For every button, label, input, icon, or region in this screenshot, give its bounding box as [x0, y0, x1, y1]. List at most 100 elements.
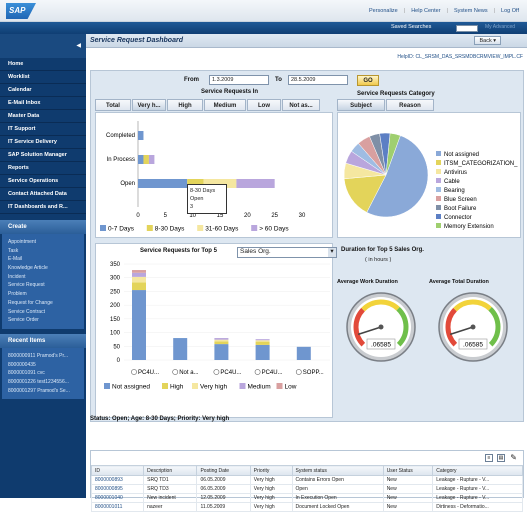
bar-segment[interactable] — [132, 276, 146, 283]
nav-item[interactable]: Home — [0, 58, 86, 71]
pie-slice[interactable] — [366, 135, 429, 218]
column-header[interactable]: User Status — [382, 465, 434, 476]
bar-segment[interactable] — [296, 346, 311, 360]
category-radio[interactable] — [213, 369, 220, 375]
recent-item[interactable]: 8000000911 Pramod's Pr... — [8, 352, 69, 359]
nav-item[interactable]: IT Support — [0, 123, 86, 136]
selection-status: Status: Open; Age: 8-30 Days; Priority: … — [90, 416, 230, 422]
bar-segment[interactable] — [187, 179, 204, 188]
bar-segment[interactable] — [132, 270, 146, 273]
saved-searches-select[interactable] — [456, 25, 478, 32]
category-radio[interactable] — [295, 369, 302, 375]
create-link[interactable]: E-Mail — [8, 256, 23, 263]
tab-requests-in[interactable]: Medium — [204, 99, 246, 111]
bar-segment[interactable] — [173, 338, 188, 360]
create-link[interactable]: Service Contract — [8, 308, 45, 315]
category-radio[interactable] — [172, 369, 179, 375]
request-id-link[interactable]: 8000001011 — [90, 502, 145, 512]
category-radio[interactable] — [254, 369, 261, 375]
bar-segment[interactable] — [132, 290, 146, 360]
bar-segment[interactable] — [138, 155, 144, 164]
nav-item[interactable]: Reports — [0, 162, 86, 175]
nav-item[interactable]: Master Data — [0, 110, 86, 123]
create-link[interactable]: Incident — [8, 273, 26, 280]
bar-segment[interactable] — [143, 155, 149, 164]
column-header[interactable]: Category — [432, 465, 523, 476]
column-header[interactable]: System status — [291, 465, 384, 476]
bar-segment[interactable] — [255, 340, 270, 342]
tab-requests-in[interactable]: Total — [95, 99, 131, 111]
request-id-link[interactable]: 8000001040 — [90, 493, 145, 503]
column-header[interactable]: Posting Date — [196, 465, 251, 476]
nav-item[interactable]: Contact Attached Data — [0, 188, 86, 201]
bar-segment[interactable] — [214, 339, 229, 342]
category-radio[interactable] — [131, 369, 137, 375]
tab-category[interactable]: Subject — [337, 99, 385, 111]
bar-segment[interactable] — [132, 282, 146, 291]
personalize-link[interactable]: Personalize — [369, 8, 398, 14]
request-id-link[interactable]: 8000000893 — [90, 475, 145, 485]
recent-item[interactable]: 8000001091 cvc — [8, 370, 45, 377]
from-date-field[interactable]: 1.3.2009 — [209, 75, 269, 85]
table-row[interactable]: 8000001040 New incident 12.05.2009 Very hig… — [90, 493, 523, 503]
nav-item[interactable]: SAP Solution Manager — [0, 149, 86, 162]
y-tick-label: 100 — [110, 331, 121, 337]
create-link[interactable]: Task — [8, 247, 19, 254]
bar-segment[interactable] — [236, 179, 275, 188]
bar-segment[interactable] — [203, 179, 237, 188]
export-icon[interactable]: ▤ — [497, 454, 505, 462]
bar-segment[interactable] — [138, 179, 188, 188]
nav-item[interactable]: IT Dashboards and R... — [0, 201, 86, 214]
bar-segment[interactable] — [214, 344, 229, 360]
create-link[interactable]: Appointment — [8, 239, 37, 245]
nav-item[interactable]: Worklist — [0, 71, 86, 84]
tab-category[interactable]: Reason — [386, 99, 434, 111]
tab-requests-in[interactable]: Low — [247, 99, 281, 111]
service-request-table: ID Description Posting Date Priority System … — [90, 465, 523, 512]
bar-segment[interactable] — [214, 341, 229, 345]
create-link[interactable]: Service Request — [8, 282, 45, 289]
top5-dimension-select[interactable]: Sales Org. ▾ — [237, 247, 337, 258]
bar-segment[interactable] — [132, 272, 146, 277]
bar-segment[interactable] — [255, 339, 270, 341]
table-row[interactable]: 8000001011 nazeer 11.05.2009 Very high Docum… — [90, 502, 523, 512]
help-center-link[interactable]: Help Center — [411, 8, 441, 14]
recent-item[interactable]: 8000001297 Pramod's Se... — [8, 387, 70, 394]
create-link[interactable]: Service Order — [8, 317, 39, 324]
create-link[interactable]: Request for Change — [8, 299, 53, 306]
bar-segment[interactable] — [148, 155, 155, 164]
saved-search-favorite[interactable]: My Advanced — [485, 24, 516, 30]
table-cell: Very high — [249, 502, 293, 512]
bar-segment[interactable] — [138, 131, 144, 140]
nav-item[interactable]: Service Operations — [0, 175, 86, 188]
personalize-table-icon[interactable]: ≡ — [485, 454, 493, 462]
recent-item[interactable]: 8000000435 — [8, 361, 36, 368]
system-news-link[interactable]: System News — [453, 8, 488, 14]
edit-icon[interactable]: ✎ — [510, 453, 517, 462]
nav-item[interactable]: IT Service Delivery — [0, 136, 86, 149]
nav-item[interactable]: Calendar — [0, 84, 86, 97]
request-id-link[interactable]: 8000000895 — [90, 484, 145, 494]
go-button[interactable]: GO — [357, 75, 379, 86]
column-header[interactable]: Priority — [249, 465, 293, 476]
to-date-field[interactable]: 28.5.2009 — [288, 75, 348, 85]
tab-requests-in[interactable]: Very h... — [132, 99, 166, 111]
create-link[interactable]: Knowledge Article — [8, 265, 48, 272]
bar-segment[interactable] — [255, 341, 270, 345]
create-link[interactable]: Problem — [8, 291, 27, 298]
nav-item[interactable]: E-Mail Inbox — [0, 97, 86, 110]
back-button[interactable]: Back ▾ — [474, 36, 501, 45]
pie-slice[interactable] — [385, 132, 401, 176]
tab-requests-in[interactable]: Not as... — [282, 99, 320, 111]
recent-item[interactable]: 8000001226 test1234556... — [8, 378, 69, 385]
collapse-icon[interactable]: ◀ — [76, 43, 81, 49]
log-off-link[interactable]: Log Off — [501, 8, 519, 14]
table-cell: SRQ TD3 — [143, 484, 198, 494]
column-header[interactable]: ID — [90, 465, 145, 476]
tab-requests-in[interactable]: High — [167, 99, 203, 111]
table-row[interactable]: 8000000893 SRQ TD1 06.05.2009 Very high Cont… — [90, 475, 523, 485]
table-row[interactable]: 8000000895 SRQ TD3 06.05.2009 Very high Open… — [90, 484, 523, 494]
column-header[interactable]: Description — [143, 465, 198, 476]
bar-segment[interactable] — [255, 344, 270, 360]
bar-segment[interactable] — [214, 338, 229, 340]
